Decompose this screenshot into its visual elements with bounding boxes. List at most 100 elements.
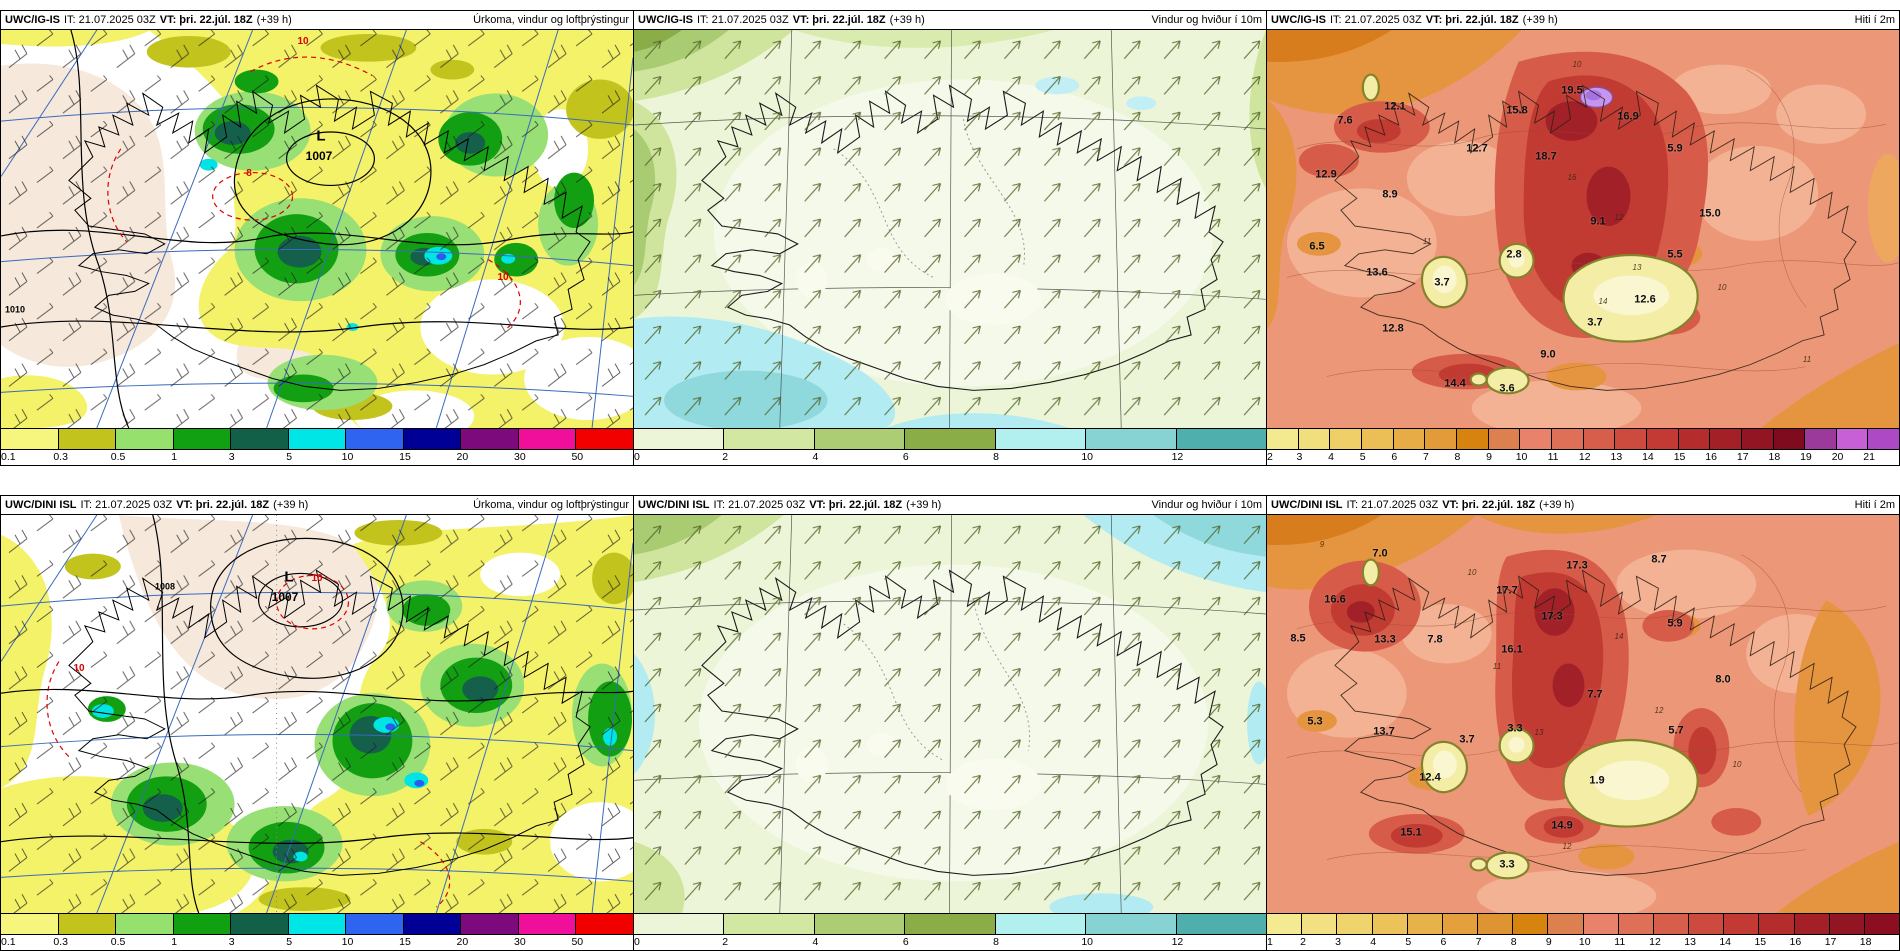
- colorbar-cell: [814, 429, 906, 449]
- panel-header-left: UWC/IG-IS IT: 21.07.2025 03Z VT: þri. 22…: [638, 14, 925, 26]
- wind-colorbar-ticks: 0 2 4 6 8 10 12: [634, 450, 1266, 465]
- colorbar-cell: [1086, 429, 1177, 449]
- valid-time: VT: þri. 22.júl. 18Z: [809, 499, 903, 511]
- colorbar-cell: [1425, 429, 1457, 449]
- colorbar-tick-label: 50: [571, 451, 584, 463]
- colorbar-tick-label: 9: [1545, 936, 1552, 948]
- model-name: UWC/DINI ISL: [5, 499, 77, 511]
- temp-map-svg: [1267, 515, 1899, 913]
- panel-header-left: UWC/IG-IS IT: 21.07.2025 03Z VT: þri. 22…: [1271, 14, 1558, 26]
- colorbar-cell: [1513, 914, 1549, 934]
- colorbar-tick-label: 15: [1754, 936, 1767, 948]
- colorbar-cell: [1393, 429, 1426, 449]
- panel-precip-dini: UWC/DINI ISL IT: 21.07.2025 03Z VT: þri.…: [0, 495, 634, 951]
- isobar-lines: [1, 30, 633, 428]
- colorbar-tick-label: 0.1: [1, 451, 16, 463]
- panel-header: UWC/IG-IS IT: 21.07.2025 03Z VT: þri. 22…: [1267, 11, 1899, 30]
- wind-colorbar: [634, 913, 1266, 935]
- model-name: UWC/IG-IS: [5, 14, 60, 26]
- precip-colorbar-ticks: 0.1 0.3 0.5 1 3 5 10 15 20 30 50: [1, 935, 633, 950]
- wind-map-svg: [634, 515, 1266, 913]
- colorbar-cell: [1710, 429, 1742, 449]
- colorbar-tick-label: 4: [812, 936, 819, 948]
- variable-label: Vindur og hviður í 10m: [1151, 499, 1262, 511]
- init-time: IT: 21.07.2025 03Z: [713, 499, 806, 511]
- colorbar-cell: [1086, 914, 1177, 934]
- colorbar-cell: [1583, 914, 1619, 934]
- colorbar-tick-label: 2: [722, 936, 729, 948]
- model-name: UWC/DINI ISL: [1271, 499, 1343, 511]
- colorbar-tick-label: 12: [1171, 451, 1184, 463]
- colorbar-tick-label: 1: [1267, 936, 1273, 948]
- colorbar-tick-label: 8: [1510, 936, 1517, 948]
- colorbar-cell: [1456, 429, 1489, 449]
- colorbar-cell: [724, 914, 815, 934]
- lead-time: (+39 h): [256, 14, 292, 26]
- colorbar-cell: [995, 914, 1087, 934]
- panel-header-left: UWC/IG-IS IT: 21.07.2025 03Z VT: þri. 22…: [5, 14, 292, 26]
- colorbar-tick-label: 10: [1081, 936, 1094, 948]
- map-precip-dini: L 1007 1008 10 10: [1, 515, 633, 913]
- colorbar-cell: [1794, 914, 1830, 934]
- valid-time: VT: þri. 22.júl. 18Z: [1425, 14, 1519, 26]
- cool-orange-areas: [1267, 515, 1899, 913]
- init-time: IT: 21.07.2025 03Z: [1330, 14, 1422, 26]
- colorbar-tick-label: 10: [1578, 936, 1591, 948]
- init-time: IT: 21.07.2025 03Z: [697, 14, 789, 26]
- colorbar-tick-label: 4: [1328, 451, 1334, 463]
- colorbar-cell: [1583, 429, 1616, 449]
- colorbar-cell: [1267, 914, 1303, 934]
- colorbar-tick-label: 4: [812, 451, 819, 463]
- colorbar-tick-label: 8: [993, 936, 999, 948]
- lead-time: (+39 h): [889, 14, 925, 26]
- colorbar-tick-label: 12: [1649, 936, 1661, 948]
- colorbar-cell: [518, 914, 577, 934]
- panel-temp-dini: UWC/DINI ISL IT: 21.07.2025 03Z VT: þri.…: [1267, 495, 1900, 951]
- colorbar-cell: [231, 429, 289, 449]
- panel-wind-dini: UWC/DINI ISL IT: 21.07.2025 03Z VT: þri.…: [634, 495, 1267, 951]
- colorbar-cell: [634, 914, 725, 934]
- map-precip-igis: L 1007 1010 10 8 10: [1, 30, 633, 428]
- colorbar-tick-label: 0.5: [110, 936, 126, 948]
- colorbar-tick-label: 15: [399, 451, 411, 463]
- variable-label: Úrkoma, vindur og loftþrýstingur: [473, 14, 629, 26]
- panel-header: UWC/DINI ISL IT: 21.07.2025 03Z VT: þri.…: [634, 496, 1266, 515]
- colorbar-cell: [1176, 429, 1266, 449]
- colorbar-tick-label: 1: [171, 936, 178, 948]
- colorbar-tick-label: 7: [1422, 451, 1429, 463]
- colorbar-cell: [1653, 914, 1690, 934]
- colorbar-tick-label: 11: [1547, 451, 1559, 463]
- variable-label: Hiti í 2m: [1854, 14, 1895, 26]
- model-name: UWC/DINI ISL: [638, 499, 710, 511]
- colorbar-cell: [288, 429, 347, 449]
- colorbar-cell: [1267, 429, 1299, 449]
- glacier-cores: [1432, 736, 1670, 801]
- colorbar-cell: [634, 429, 725, 449]
- variable-label: Vindur og hviður í 10m: [1151, 14, 1262, 26]
- lead-time: (+39 h): [1539, 499, 1575, 511]
- colorbar-cell: [1337, 914, 1373, 934]
- colorbar-tick-label: 0.5: [110, 451, 126, 463]
- valid-time: VT: þri. 22.júl. 18Z: [159, 14, 253, 26]
- colorbar-tick-label: 5: [1359, 451, 1366, 463]
- map-wind-dini: [634, 515, 1266, 913]
- colorbar-cell: [403, 429, 462, 449]
- colorbar-tick-label: 0.3: [53, 451, 68, 463]
- temp-map-svg: [1267, 30, 1899, 428]
- colorbar-tick-label: 6: [902, 936, 909, 948]
- model-name: UWC/IG-IS: [638, 14, 693, 26]
- colorbar-tick-label: 2: [1267, 451, 1273, 463]
- wind-colorbar: [634, 428, 1266, 450]
- colorbar-tick-label: 12: [1578, 451, 1591, 463]
- panel-header-left: UWC/DINI ISL IT: 21.07.2025 03Z VT: þri.…: [5, 499, 308, 511]
- init-time: IT: 21.07.2025 03Z: [80, 499, 173, 511]
- panel-header: UWC/IG-IS IT: 21.07.2025 03Z VT: þri. 22…: [1, 11, 633, 30]
- colorbar-tick-label: 14: [1642, 451, 1654, 463]
- wind-arrows-layer: [634, 515, 1266, 913]
- colorbar-tick-label: 10: [341, 451, 354, 463]
- colorbar-cell: [461, 914, 519, 934]
- variable-label: Úrkoma, vindur og loftþrýstingur: [473, 499, 629, 511]
- colorbar-tick-label: 2: [1300, 936, 1306, 948]
- colorbar-cell: [1298, 429, 1331, 449]
- colorbar-tick-label: 16: [1789, 936, 1802, 948]
